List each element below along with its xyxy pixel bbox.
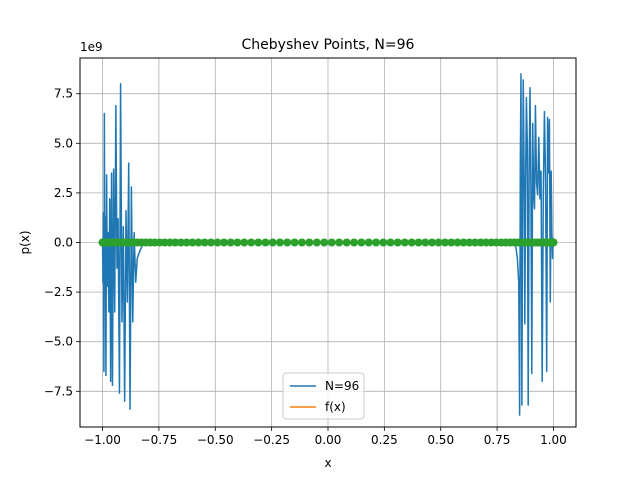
- y-tick-label: 2.5: [54, 186, 73, 200]
- chebyshev-point: [447, 238, 456, 247]
- y-tick-label: −2.5: [44, 285, 73, 299]
- chart-title: Chebyshev Points, N=96: [242, 37, 415, 53]
- chebyshev-point: [98, 238, 107, 247]
- chebyshev-point: [200, 238, 209, 247]
- chebyshev-point: [428, 238, 437, 247]
- chebyshev-point: [379, 238, 388, 247]
- y-axis-label: p(x): [18, 230, 32, 254]
- chebyshev-point: [327, 238, 336, 247]
- x-axis-label: x: [324, 456, 331, 470]
- chebyshev-point: [305, 238, 314, 247]
- y-tick-label: 5.0: [54, 136, 73, 150]
- chebyshev-point: [393, 238, 402, 247]
- chebyshev-point: [372, 238, 381, 247]
- chebyshev-point: [441, 238, 449, 247]
- x-tick-label: 0.75: [484, 433, 511, 447]
- chebyshev-point: [421, 238, 430, 247]
- chebyshev-point: [357, 238, 366, 247]
- legend-label-1: N=96: [325, 379, 359, 393]
- chebyshev-point: [219, 238, 228, 247]
- x-tick-label: −0.75: [141, 433, 178, 447]
- chebyshev-point: [188, 238, 197, 247]
- chebyshev-point: [283, 238, 292, 247]
- chebyshev-point: [261, 238, 270, 247]
- x-tick-label: 0.00: [315, 433, 342, 447]
- chebyshev-point: [414, 238, 423, 247]
- legend-label-2: f(x): [325, 400, 346, 414]
- chebyshev-point: [459, 238, 468, 247]
- chebyshev-point: [476, 238, 485, 247]
- chebyshev-point: [268, 238, 277, 247]
- tick-layer: −1.00 −0.75 −0.50 −0.25 0.00 0.25 0.50 0.75 1.00…: [44, 87, 567, 447]
- x-tick-label: −1.00: [84, 433, 121, 447]
- chebyshev-point: [226, 238, 235, 247]
- chebyshev-point: [207, 238, 215, 247]
- chebyshev-point: [471, 238, 480, 247]
- y-tick-label: 0.0: [54, 236, 73, 250]
- chebyshev-point: [342, 238, 351, 247]
- chebyshev-point: [290, 238, 299, 247]
- chebyshev-point: [400, 238, 409, 247]
- chebyshev-point: [453, 238, 462, 247]
- chebyshev-point: [320, 238, 329, 247]
- chebyshev-point: [176, 238, 185, 247]
- chebyshev-point: [194, 238, 203, 247]
- chebyshev-point: [407, 238, 416, 247]
- chebyshev-point: [364, 238, 373, 247]
- chebyshev-point: [240, 238, 249, 247]
- chebyshev-point: [386, 238, 395, 247]
- y-axis-offset-label: 1e9: [80, 40, 103, 54]
- chebyshev-point: [182, 238, 191, 247]
- chebyshev-point: [213, 238, 222, 247]
- y-tick-label: 7.5: [54, 87, 73, 101]
- x-tick-label: −0.25: [253, 433, 290, 447]
- data-layer: [98, 73, 558, 416]
- x-tick-label: 0.50: [427, 433, 454, 447]
- chebyshev-point: [335, 238, 344, 247]
- chebyshev-point: [247, 238, 256, 247]
- chebyshev-point: [254, 238, 263, 247]
- legend: N=96 f(x): [282, 372, 365, 420]
- y-tick-label: −5.0: [44, 335, 73, 349]
- chebyshev-point: [350, 238, 359, 247]
- chebyshev-point: [275, 238, 284, 247]
- x-tick-label: 1.00: [540, 433, 567, 447]
- chebyshev-point: [233, 238, 242, 247]
- x-tick-label: −0.50: [197, 433, 234, 447]
- chebyshev-point: [312, 238, 321, 247]
- chebyshev-point: [434, 238, 443, 247]
- x-tick-label: 0.25: [371, 433, 398, 447]
- chebyshev-point: [297, 238, 306, 247]
- y-tick-label: −7.5: [44, 384, 73, 398]
- chebyshev-point: [465, 238, 474, 247]
